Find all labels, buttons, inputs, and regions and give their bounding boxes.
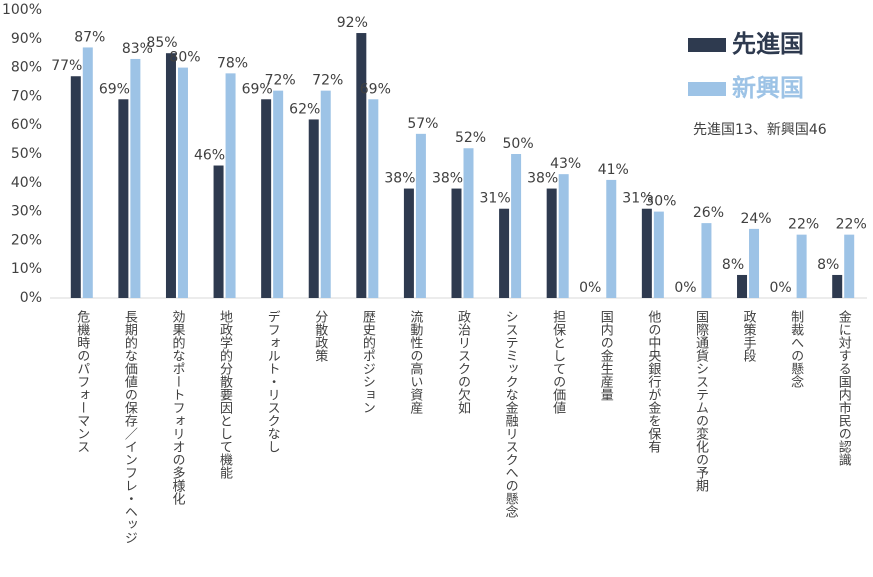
bar	[177, 67, 188, 298]
y-tick-label: 90%	[11, 31, 42, 47]
y-tick-label: 40%	[11, 175, 42, 191]
x-tick-label: 効果的なポートフォリオの多様化	[169, 310, 185, 506]
data-label: 50%	[503, 136, 534, 152]
data-label: 8%	[722, 257, 744, 273]
data-label: 43%	[550, 156, 581, 172]
data-label: 31%	[480, 191, 511, 207]
bar	[130, 58, 141, 299]
data-label: 22%	[836, 217, 867, 233]
data-label: 41%	[598, 162, 629, 178]
legend-label: 先進国	[732, 30, 804, 58]
data-label: 0%	[674, 280, 696, 296]
bar	[641, 208, 652, 298]
x-tick-label: 国際通貨システムの変化の予期	[693, 310, 709, 493]
bar	[415, 133, 426, 298]
bar	[356, 33, 367, 298]
y-tick-label: 20%	[11, 232, 42, 248]
bar	[737, 274, 748, 298]
bar	[499, 208, 510, 298]
data-label: 22%	[788, 217, 819, 233]
data-label: 38%	[432, 171, 463, 187]
data-label: 69%	[99, 81, 130, 97]
data-label: 80%	[169, 50, 200, 66]
data-label: 38%	[527, 171, 558, 187]
data-label: 30%	[645, 194, 676, 210]
data-label: 0%	[579, 280, 601, 296]
bar	[368, 99, 379, 298]
data-label: 24%	[740, 211, 771, 227]
data-label: 83%	[122, 41, 153, 57]
x-tick-label: 政治リスクの欠如	[455, 310, 471, 415]
bar	[511, 154, 522, 298]
bar	[308, 119, 319, 298]
y-tick-label: 50%	[11, 146, 42, 162]
y-tick-label: 80%	[11, 60, 42, 76]
x-tick-label: 危機時のパフォーマンス	[74, 310, 90, 453]
data-label: 72%	[312, 73, 343, 89]
data-label: 26%	[693, 205, 724, 221]
bar	[832, 274, 843, 298]
x-tick-label: デフォルト・リスクなし	[265, 310, 280, 453]
data-label: 77%	[51, 58, 82, 74]
x-tick-label: 分散政策	[312, 310, 328, 362]
x-tick-label: 金に対する国内市民の認識	[836, 309, 852, 467]
bar	[451, 188, 462, 298]
legend-label: 新興国	[732, 74, 804, 102]
x-tick-label: システミックな金融リスクへの懸念	[503, 310, 519, 518]
bar	[403, 188, 414, 298]
data-label: 87%	[74, 29, 105, 45]
note: 先進国13、新興国46	[693, 122, 827, 138]
y-tick-label: 10%	[11, 261, 42, 277]
data-label: 69%	[360, 81, 391, 97]
data-label: 69%	[242, 81, 273, 97]
bar	[796, 234, 807, 298]
bar	[844, 234, 855, 298]
bar	[213, 165, 224, 298]
y-tick-label: 0%	[20, 290, 42, 306]
data-label: 62%	[289, 101, 320, 117]
data-label: 78%	[217, 55, 248, 71]
x-tick-label: 地政学的分散要因として機能	[217, 310, 233, 479]
data-label: 57%	[407, 116, 438, 132]
data-label: 0%	[770, 280, 792, 296]
bar	[558, 174, 569, 298]
data-label: 85%	[146, 35, 177, 51]
bar	[653, 211, 664, 298]
data-label: 72%	[265, 73, 296, 89]
x-tick-label: 担保としての価値	[550, 310, 566, 414]
bar	[463, 148, 474, 298]
x-tick-label: 他の中央銀行が金を保有	[645, 310, 661, 453]
data-label: 46%	[194, 148, 225, 164]
data-label: 92%	[337, 15, 368, 31]
data-label: 8%	[817, 257, 839, 273]
x-tick-label: 政策手段	[741, 310, 757, 362]
bar	[320, 90, 331, 298]
y-tick-label: 70%	[11, 88, 42, 104]
y-tick-label: 30%	[11, 204, 42, 220]
y-tick-label: 100%	[2, 2, 42, 18]
bar	[82, 47, 93, 298]
x-tick-label: 長期的な価値の保存／インフレ・ヘッジ	[122, 310, 138, 544]
x-tick-label: 歴史的ポジション	[360, 310, 376, 414]
data-label: 31%	[622, 191, 653, 207]
x-tick-label: 制裁への懸念	[788, 310, 804, 388]
bar	[118, 99, 129, 298]
bar	[261, 99, 272, 298]
legend-swatch	[688, 82, 726, 96]
bar	[749, 228, 760, 298]
bar	[546, 188, 557, 298]
bar	[606, 179, 617, 298]
y-tick-label: 60%	[11, 117, 42, 133]
data-label: 38%	[384, 171, 415, 187]
bar	[70, 76, 81, 299]
bar	[225, 73, 236, 298]
bar	[165, 53, 176, 299]
x-tick-label: 流動性の高い資産	[407, 310, 423, 415]
bar	[701, 223, 712, 298]
bar	[273, 90, 284, 298]
data-label: 52%	[455, 130, 486, 146]
x-tick-label: 国内の金生産量	[598, 310, 614, 401]
legend-swatch	[688, 38, 726, 52]
